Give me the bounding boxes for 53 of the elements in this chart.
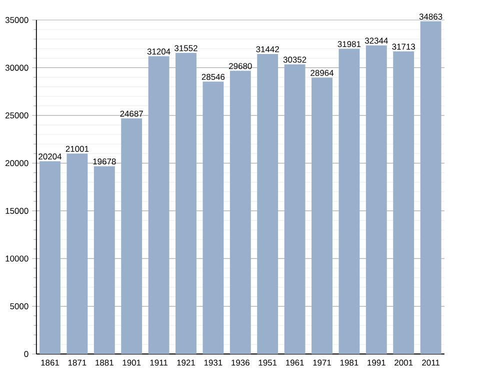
x-tick-label: 1971	[313, 360, 332, 366]
x-tick-label: 1901	[122, 360, 141, 366]
data-label: 31442	[256, 46, 279, 52]
bar	[420, 21, 442, 354]
x-tick-label: 1951	[258, 360, 277, 366]
data-label: 24687	[120, 110, 143, 117]
data-label: 21001	[66, 146, 89, 152]
x-tick-label: 1991	[368, 360, 386, 366]
x-tick-label: 2011	[422, 360, 440, 366]
x-tick-label: 1881	[96, 360, 114, 366]
bar	[40, 161, 60, 354]
data-label: 34863	[419, 14, 442, 20]
data-label: 32344	[364, 38, 388, 44]
y-tick-label: 10000	[6, 256, 28, 262]
data-label: 31552	[174, 45, 198, 52]
x-tick-label: 1861	[41, 360, 60, 366]
bar	[312, 78, 332, 354]
data-label: 31981	[338, 41, 361, 48]
x-tick-label: 1961	[286, 360, 304, 366]
x-tick-label: 1931	[204, 360, 222, 366]
data-label: 29680	[229, 63, 252, 70]
y-tick-label: 35000	[5, 17, 28, 23]
y-tick-label: 15000	[6, 208, 28, 214]
bar	[94, 166, 115, 354]
bar	[338, 48, 360, 354]
data-label: 20204	[38, 154, 62, 160]
x-tick-label: 1921	[177, 360, 196, 366]
data-label: 30352	[283, 56, 306, 63]
bar	[393, 51, 414, 354]
bar	[230, 70, 251, 354]
y-tick-label: 5000	[10, 303, 28, 310]
bar	[121, 118, 142, 354]
data-label: 28546	[202, 74, 225, 80]
bar	[176, 52, 196, 354]
x-tick-label: 1871	[68, 360, 86, 366]
x-tick-label: 1981	[340, 360, 358, 366]
data-label: 28964	[310, 70, 334, 76]
y-tick-label: 30000	[5, 64, 28, 71]
y-tick-label: 0	[24, 351, 28, 357]
bar	[202, 82, 224, 354]
data-label: 31204	[147, 48, 170, 55]
bar	[66, 154, 88, 354]
bar	[366, 45, 387, 354]
bar	[284, 64, 306, 354]
data-label: 31713	[392, 44, 416, 50]
x-tick-label: 1936	[232, 360, 250, 366]
x-tick-label: 2001	[394, 360, 413, 366]
bar	[148, 56, 170, 354]
x-tick-label: 1911	[150, 360, 168, 366]
data-label: 19678	[93, 158, 116, 165]
y-tick-label: 25000	[6, 112, 28, 118]
bar	[257, 54, 278, 354]
y-tick-label: 20000	[6, 160, 28, 166]
